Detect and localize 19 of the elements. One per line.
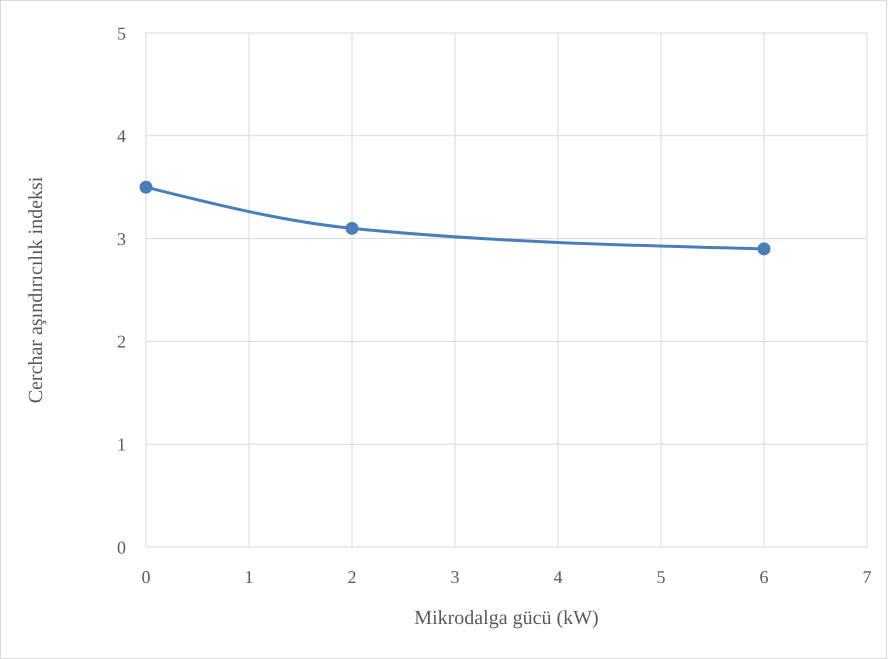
x-tick-label: 5 xyxy=(656,567,666,587)
x-tick-label: 2 xyxy=(348,567,356,587)
x-tick-label: 6 xyxy=(760,567,768,587)
y-tick-label: 5 xyxy=(117,23,126,44)
x-tick-label: 0 xyxy=(142,567,150,587)
y-tick-label: 0 xyxy=(117,537,126,558)
point xyxy=(140,180,152,194)
point xyxy=(758,242,770,256)
point xyxy=(346,222,358,235)
x-tick-label: 4 xyxy=(554,567,562,587)
y-tick-label: 1 xyxy=(117,434,126,454)
x-tick-label: 1 xyxy=(244,567,254,587)
x-tick-label: 3 xyxy=(450,567,460,587)
y-tick-label: 4 xyxy=(117,126,126,146)
x-tick-label: 7 xyxy=(862,567,872,587)
x-axis-title: Mikrodalga gücü (kW) xyxy=(414,607,599,629)
y-axis-title: Cerchar aşındırıcılık indeksi xyxy=(25,176,47,404)
y-tick-label: 2 xyxy=(117,332,126,352)
y-tick-label: 3 xyxy=(117,228,126,249)
